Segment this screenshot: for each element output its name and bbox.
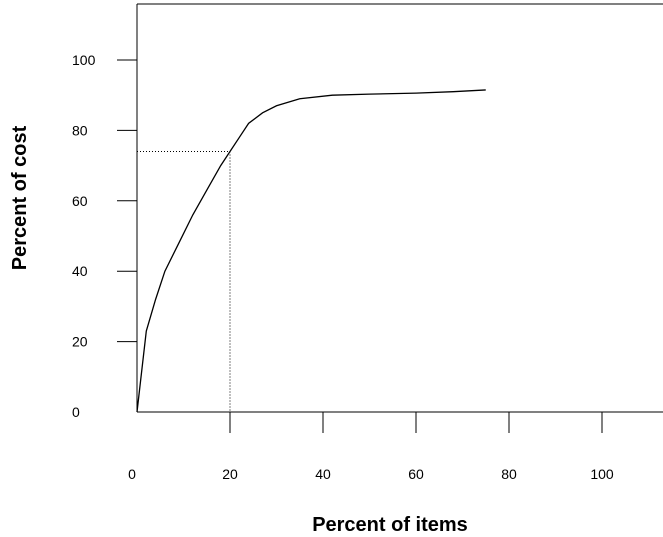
- y-tick-label: 0: [72, 404, 80, 420]
- y-tick-label: 100: [72, 52, 96, 68]
- y-tick-label: 80: [72, 122, 88, 138]
- x-tick-label: 20: [222, 466, 238, 482]
- x-tick-label: 40: [315, 466, 331, 482]
- series-line: [137, 90, 486, 412]
- x-ticks: 0 20 40 60 80 100: [128, 412, 614, 482]
- x-tick-label: 100: [590, 466, 614, 482]
- y-tick-label: 60: [72, 193, 88, 209]
- x-tick-label: 0: [128, 466, 136, 482]
- y-tick-label: 40: [72, 263, 88, 279]
- x-tick-label: 60: [408, 466, 424, 482]
- x-axis-title: Percent of items: [312, 514, 468, 536]
- series-lines: [137, 90, 486, 412]
- reference-lines: [137, 152, 230, 412]
- y-ticks: 0 20 40 60 80 100: [72, 52, 137, 420]
- reference-line: [137, 152, 230, 412]
- x-tick-label: 80: [501, 466, 517, 482]
- y-tick-label: 20: [72, 334, 88, 350]
- y-axis-title: Percent of cost: [9, 125, 31, 270]
